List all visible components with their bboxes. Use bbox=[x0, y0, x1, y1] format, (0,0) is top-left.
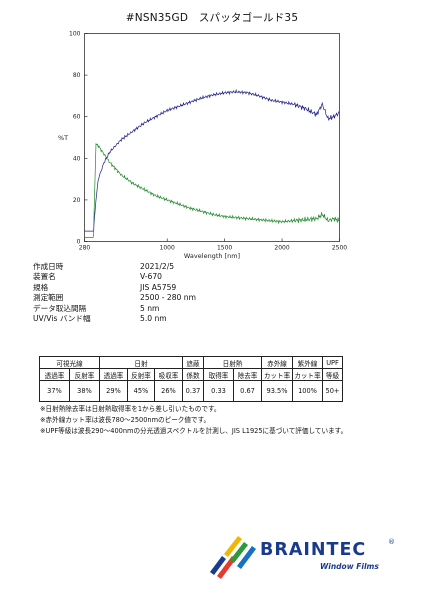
table-cell: 0.37 bbox=[182, 380, 204, 402]
group-header: 日射熱 bbox=[203, 356, 262, 369]
info-label: 装置名 bbox=[33, 272, 56, 282]
y-tick-label: 20 bbox=[73, 197, 81, 204]
column-header: カット率 bbox=[261, 368, 293, 381]
series-line-blue bbox=[84, 88, 340, 232]
column-header: 取得率 bbox=[203, 368, 234, 381]
table-cell: 29% bbox=[99, 380, 128, 402]
table-cell: 50+ bbox=[322, 380, 343, 402]
info-value: 2500 - 280 nm bbox=[140, 293, 197, 303]
column-header: 反射率 bbox=[69, 368, 100, 381]
info-label: 作成日時 bbox=[33, 262, 64, 271]
logo-mark bbox=[210, 536, 256, 579]
y-tick-label: 60 bbox=[73, 114, 81, 121]
performance-table: 可視光線 日射 遮蔽 日射熱 赤外線 紫外線 UPF 透過率 反射率 透過率 反射率 吸収率 係数 取得… bbox=[39, 356, 343, 402]
note-line: ※赤外線カット率は波長780～2500nmのピーク値です。 bbox=[40, 416, 211, 424]
notes: ※日射熱除去率は日射熱取得率を1から差し引いたものです。 ※赤外線カット率は波長7… bbox=[40, 404, 347, 437]
info-value: JIS A5759 bbox=[140, 282, 177, 292]
table-cell: 26% bbox=[154, 380, 183, 402]
info-value: V-670 bbox=[140, 272, 162, 282]
y-tick-label: 100 bbox=[69, 31, 81, 38]
table-cell: 93.5% bbox=[261, 380, 293, 402]
table-cell: 0.33 bbox=[203, 380, 234, 402]
x-tick-label: 2000 bbox=[274, 245, 289, 252]
x-tick-label: 280 bbox=[79, 245, 91, 252]
column-header: カット率 bbox=[292, 368, 323, 381]
column-header: 反射率 bbox=[127, 368, 155, 381]
info-label: データ取込間隔 bbox=[33, 303, 87, 313]
series-line-green bbox=[84, 142, 340, 238]
note-line: ※日射熱除去率は日射熱取得率を1から差し引いたものです。 bbox=[40, 405, 221, 413]
x-tick-label: 2500 bbox=[332, 245, 347, 252]
plot-frame bbox=[84, 33, 340, 242]
group-header: 遮蔽 bbox=[182, 356, 204, 369]
info-label: UV/Vis バンド幅 bbox=[33, 313, 91, 323]
table-cell: 37% bbox=[39, 380, 70, 402]
chart-title: #NSN35GD スパッタゴールド35 bbox=[125, 12, 299, 24]
info-value: 2021/2/5 bbox=[140, 262, 175, 271]
column-header: 除去率 bbox=[233, 368, 262, 381]
info-value: 5.0 nm bbox=[140, 313, 167, 323]
info-label: 測定範囲 bbox=[33, 293, 64, 303]
column-header: 吸収率 bbox=[154, 368, 183, 381]
y-tick-label: 0 bbox=[77, 239, 81, 246]
transmission-chart: 280 1000 1500 2000 2500 0 20 40 60 80 100 %T Wavel… bbox=[58, 31, 347, 261]
group-header: UPF bbox=[322, 356, 343, 369]
y-tick-label: 80 bbox=[73, 72, 81, 79]
table-cell: 100% bbox=[292, 380, 323, 402]
braintec-logo: BRAINTEC ® Window Films bbox=[208, 530, 408, 580]
table-cell: 38% bbox=[69, 380, 100, 402]
logo-registered-mark: ® bbox=[388, 538, 395, 546]
y-axis-label: %T bbox=[58, 134, 68, 142]
column-header: 係数 bbox=[182, 368, 204, 381]
group-header: 可視光線 bbox=[39, 356, 100, 369]
table-cell: 45% bbox=[127, 380, 155, 402]
logo-wordmark: BRAINTEC bbox=[260, 540, 367, 560]
column-header: 透過率 bbox=[39, 368, 70, 381]
y-tick-label: 40 bbox=[73, 155, 81, 162]
table-cell: 0.67 bbox=[233, 380, 262, 402]
column-header: 等級 bbox=[322, 368, 343, 381]
group-header: 赤外線 bbox=[261, 356, 293, 369]
x-tick-label: 1500 bbox=[217, 245, 232, 252]
info-value: 5 nm bbox=[140, 303, 160, 313]
x-axis-label: Wavelength [nm] bbox=[184, 252, 240, 260]
group-header: 紫外線 bbox=[292, 356, 323, 369]
info-label: 規格 bbox=[33, 282, 49, 292]
x-tick-label: 1000 bbox=[160, 245, 175, 252]
group-header: 日射 bbox=[99, 356, 183, 369]
logo-tagline: Window Films bbox=[320, 562, 379, 571]
column-header: 透過率 bbox=[99, 368, 128, 381]
note-line: ※UPF等級は波長290～400nmの分光透過スペクトルを計測し、JIS L19… bbox=[40, 427, 348, 435]
